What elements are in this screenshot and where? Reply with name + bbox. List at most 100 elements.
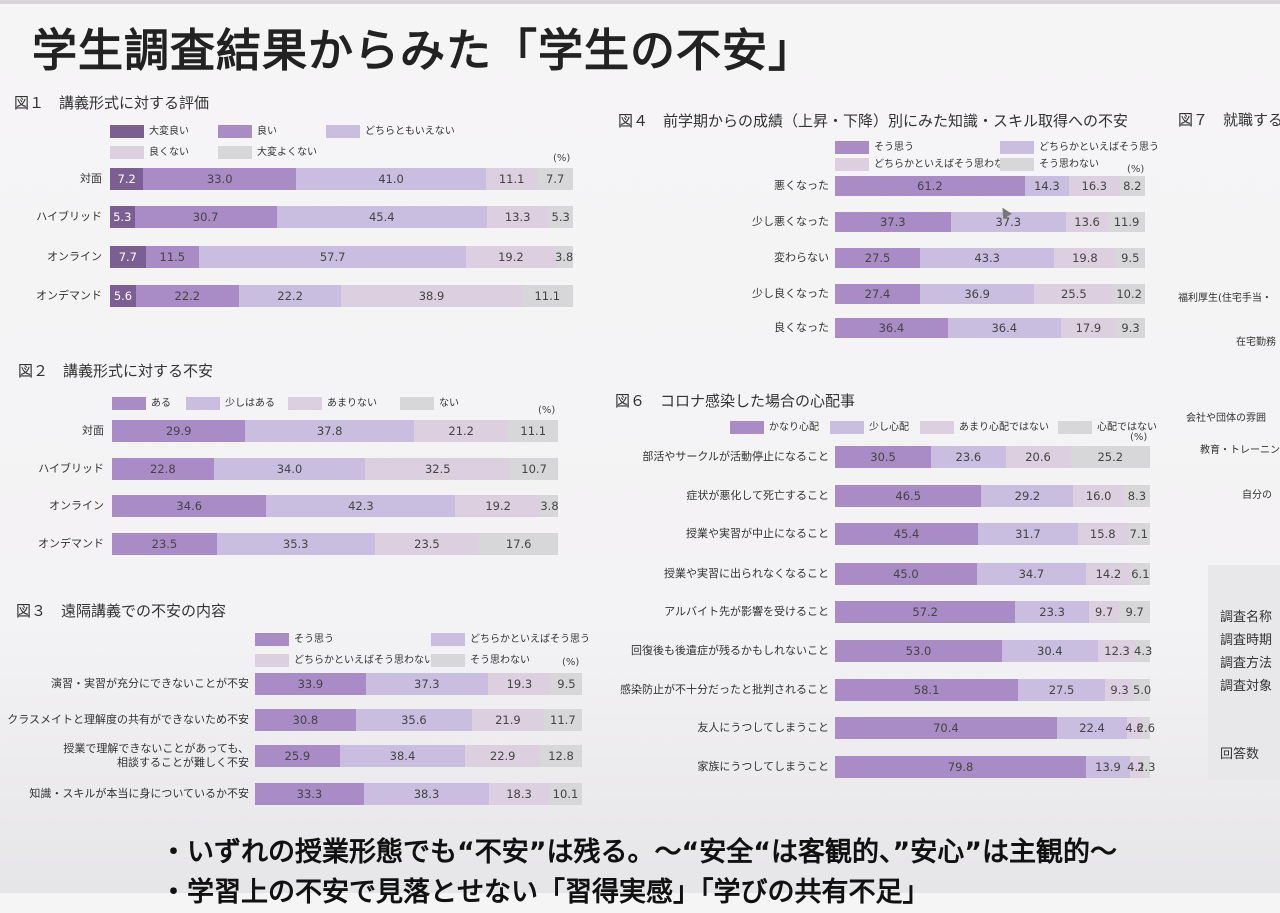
fig6-bar-segment: 5.0	[1133, 679, 1151, 701]
fig1-data-label: 38.9	[418, 289, 445, 303]
slide-title: 学生調査結果からみた「学生の不安」	[32, 24, 815, 77]
fig1-legend-label: 大変良い	[149, 126, 189, 137]
fig4-data-label: 43.3	[974, 251, 1000, 265]
fig1-data-label: 7.7	[118, 250, 137, 264]
fig6-legend-item: あまり心配ではない	[920, 418, 1049, 434]
fig2-bar-segment: 32.5	[365, 458, 511, 480]
fig6-bar-segment: 14.2	[1086, 563, 1131, 585]
fig6-data-label: 30.5	[870, 450, 896, 464]
fig3-legend-item: そう思わない	[431, 651, 530, 667]
fig1-legend-label: 大変よくない	[257, 147, 317, 158]
fig4-data-label: 16.3	[1081, 179, 1108, 193]
fig3-data-label: 18.3	[506, 787, 532, 801]
fig4-bar-segment: 37.3	[835, 212, 951, 232]
fig2-bar-segment: 3.8	[540, 495, 559, 517]
fig6-bar-row: 53.0 30.4 12.3 4.3	[835, 640, 1152, 662]
fig6-bar-row: 58.1 27.5 9.3 5.0	[835, 679, 1151, 701]
fig4-bar-row: 61.2 14.3 16.3 8.2	[835, 176, 1145, 196]
fig6-category-label: 家族にうつしてしまうこと	[697, 760, 829, 773]
fig4-data-label: 19.8	[1072, 251, 1098, 265]
fig4-data-label: 17.9	[1075, 321, 1102, 335]
fig6-data-label: 79.8	[947, 760, 974, 774]
fig4-data-label: 61.2	[917, 179, 943, 193]
fig4-bar-segment: 13.6	[1066, 212, 1109, 232]
fig3-data-label: 33.9	[297, 677, 324, 691]
fig4-bar-segment: 25.5	[1034, 284, 1114, 304]
fig1-bar-row: 7.2 33.0 41.0 11.1 7.7	[110, 168, 573, 190]
fig4-legend-label: どちらかといえばそう思う	[1039, 142, 1159, 153]
fig6-data-label: 6.1	[1131, 567, 1150, 581]
fig2-data-label: 23.5	[414, 537, 440, 551]
fig1-bar-segment: 5.3	[110, 206, 135, 228]
fig2-legend-swatch	[288, 396, 322, 410]
fig1-legend-item: 大変良い	[110, 122, 189, 138]
fig4-bar-segment: 36.4	[835, 318, 948, 338]
fig6-bar-segment: 7.1	[1127, 523, 1150, 545]
fig3-data-label: 35.6	[401, 713, 427, 727]
fig3-category-label: 授業で理解できないことがあっても、 相談することが難しく不安	[63, 742, 249, 769]
fig1-data-label: 22.2	[277, 289, 303, 303]
fig3-bar-row: 25.9 38.4 22.9 12.8	[255, 745, 582, 767]
fig1-legend-label: 良くない	[149, 147, 189, 158]
fig6-data-label: 7.1	[1129, 527, 1148, 541]
fig1-legend-item: どちらともいえない	[326, 122, 455, 138]
fig6-bar-segment: 8.3	[1123, 485, 1150, 507]
fig2-bar-segment: 17.6	[479, 533, 558, 555]
fig3-bar-segment: 35.6	[355, 709, 473, 731]
fig1-legend-swatch	[218, 124, 252, 138]
fig4-data-label: 37.3	[995, 215, 1022, 229]
fig3-bar-segment: 22.9	[465, 745, 541, 767]
fig6-bar-segment: 12.3	[1097, 640, 1137, 662]
fig1-title: 図１ 講義形式に対する評価	[14, 94, 210, 112]
fig2-data-label: 35.3	[282, 537, 309, 551]
fig6-data-label: 23.6	[955, 450, 982, 464]
fig4-bar-segment: 37.3	[950, 212, 1066, 232]
fig6-bar-segment: 70.4	[835, 717, 1057, 739]
fig1-unit-label: (%)	[553, 153, 571, 164]
fig4-legend-label: そう思う	[874, 142, 914, 153]
survey-label-name: 調査名称	[1220, 610, 1273, 625]
fig3-data-label: 25.9	[284, 749, 311, 763]
fig4-bar-segment: 14.3	[1024, 176, 1070, 196]
fig1-category-label: オンデマンド	[36, 289, 102, 302]
note-2: ・学習上の不安で見落とせない「習得実感」「学びの共有不足」	[160, 877, 930, 908]
fig1-data-label: 22.2	[174, 289, 201, 303]
fig3-legend-swatch	[431, 632, 465, 646]
fig4-legend-label: そう思わない	[1039, 159, 1099, 170]
fig1-bar-segment: 11.1	[521, 285, 573, 307]
fig6-data-label: 57.2	[912, 605, 938, 619]
fig1-data-label: 19.2	[498, 250, 524, 264]
fig7-label-1: 福利厚生(住宅手当・	[1178, 293, 1272, 304]
fig4-bar-segment: 16.3	[1069, 176, 1120, 196]
fig2-bar-segment: 42.3	[266, 495, 456, 517]
fig1-bar-row: 5.3 30.7 45.4 13.3 5.3	[110, 206, 573, 228]
fig6-legend-item: 少し心配	[830, 418, 909, 434]
fig3-data-label: 30.8	[292, 713, 319, 727]
fig6-bar-segment: 23.6	[931, 446, 1006, 468]
fig3-data-label: 37.3	[414, 677, 440, 691]
fig6-data-label: 8.3	[1127, 489, 1147, 503]
fig1-bar-segment: 45.4	[276, 206, 487, 228]
survey-label-target: 調査対象	[1220, 679, 1273, 694]
fig1-bar-segment: 3.8	[555, 246, 573, 268]
fig2-bar-segment: 11.1	[508, 420, 558, 442]
fig6-bar-segment: 4.3	[1134, 640, 1152, 662]
fig1-legend-label: どちらともいえない	[365, 126, 455, 137]
fig3-data-label: 21.9	[495, 713, 521, 727]
fig6-bar-segment: 25.2	[1070, 446, 1150, 468]
fig2-bar-segment: 34.6	[112, 495, 267, 517]
fig4-title: 図４ 前学期からの成績（上昇・下降）別にみた知識・スキル取得への不安	[618, 112, 1129, 130]
fig1-legend-item: 大変よくない	[218, 143, 317, 159]
fig4-data-label: 9.3	[1121, 321, 1140, 335]
fig3-data-label: 38.4	[389, 749, 416, 763]
fig6-bar-segment: 30.4	[1001, 640, 1098, 662]
fig4-bar-segment: 10.2	[1113, 284, 1145, 304]
fig6-data-label: 2.6	[1136, 721, 1156, 735]
fig2-legend-item: ある	[112, 394, 171, 410]
fig3-data-label: 10.1	[552, 787, 579, 801]
fig2-bar-segment: 35.3	[216, 533, 375, 555]
fig3-data-label: 12.8	[548, 749, 574, 763]
fig4-bar-segment: 8.2	[1119, 176, 1145, 196]
fig1-bar-segment: 41.0	[296, 168, 486, 190]
fig1-data-label: 11.1	[534, 289, 561, 303]
